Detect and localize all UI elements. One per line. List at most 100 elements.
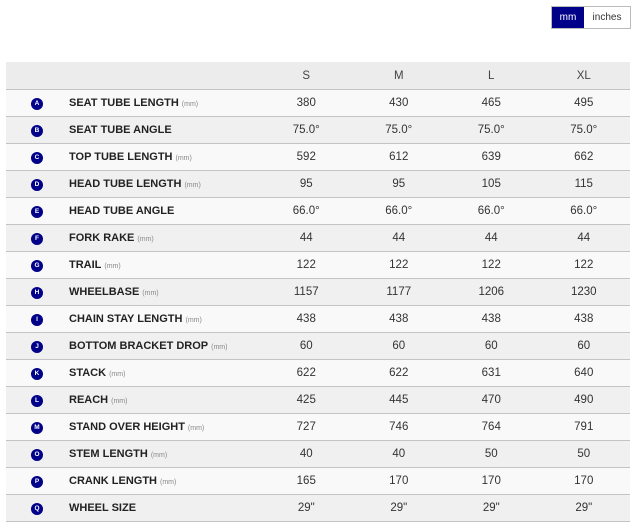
label-text: HEAD TUBE LENGTH — [69, 178, 182, 190]
value-cell: 612 — [352, 143, 445, 171]
value-cell: 115 — [537, 170, 630, 198]
value-cell: 29" — [260, 494, 353, 522]
value-cell: 29" — [537, 494, 630, 522]
value-cell: 40 — [352, 440, 445, 468]
value-cell: 66.0° — [260, 197, 353, 225]
value-cell: 75.0° — [445, 116, 538, 144]
letter-cell: Q — [6, 494, 68, 522]
letter-badge: A — [31, 98, 43, 110]
value-cell: 438 — [537, 305, 630, 333]
letter-cell: O — [6, 440, 68, 468]
unit-text: (mm) — [111, 398, 128, 405]
value-cell: 66.0° — [352, 197, 445, 225]
measurement-label: SEAT TUBE ANGLE — [68, 116, 260, 144]
label-text: WHEELBASE — [69, 286, 140, 298]
label-text: SEAT TUBE ANGLE — [69, 124, 172, 136]
value-cell: 60 — [260, 332, 353, 360]
letter-badge: Q — [31, 503, 43, 515]
value-cell: 50 — [537, 440, 630, 468]
value-cell: 639 — [445, 143, 538, 171]
label-text: TRAIL — [69, 259, 102, 271]
value-cell: 631 — [445, 359, 538, 387]
unit-text: (mm) — [109, 371, 126, 378]
value-cell: 438 — [352, 305, 445, 333]
letter-cell: F — [6, 224, 68, 252]
label-text: BOTTOM BRACKET DROP — [69, 340, 209, 352]
value-cell: 60 — [445, 332, 538, 360]
letter-cell: G — [6, 251, 68, 279]
value-cell: 40 — [260, 440, 353, 468]
letter-cell: J — [6, 332, 68, 360]
value-cell: 95 — [352, 170, 445, 198]
unit-text: (mm) — [187, 425, 205, 432]
table-row: M STAND OVER HEIGHT (mm) 727 746 764 791 — [6, 413, 630, 441]
value-cell: 791 — [537, 413, 630, 441]
value-cell: 122 — [260, 251, 353, 279]
table-row: G TRAIL (mm) 122 122 122 122 — [6, 251, 630, 279]
letter-cell: A — [6, 89, 68, 117]
label-text: STEM LENGTH — [69, 448, 148, 460]
letter-cell: M — [6, 413, 68, 441]
value-cell: 430 — [352, 89, 445, 117]
value-cell: 75.0° — [352, 116, 445, 144]
letter-badge: L — [31, 395, 43, 407]
value-cell: 105 — [445, 170, 538, 198]
letter-badge: C — [31, 152, 43, 164]
value-cell: 727 — [260, 413, 353, 441]
table-row: I CHAIN STAY LENGTH (mm) 438 438 438 438 — [6, 305, 630, 333]
letter-badge: J — [31, 341, 43, 353]
unit-text: (mm) — [150, 452, 168, 459]
value-cell: 640 — [537, 359, 630, 387]
size-header-m: M — [352, 62, 445, 90]
measurement-label: STACK (mm) — [68, 359, 260, 387]
value-cell: 66.0° — [445, 197, 538, 225]
value-cell: 122 — [445, 251, 538, 279]
letter-cell: H — [6, 278, 68, 306]
value-cell: 490 — [537, 386, 630, 414]
size-header-s: S — [260, 62, 353, 90]
table-row: J BOTTOM BRACKET DROP (mm) 60 60 60 60 — [6, 332, 630, 360]
value-cell: 170 — [352, 467, 445, 495]
value-cell: 445 — [352, 386, 445, 414]
letter-badge: D — [31, 179, 43, 191]
letter-badge: H — [31, 287, 43, 299]
unit-text: (mm) — [175, 155, 192, 162]
letter-badge: G — [31, 260, 43, 272]
measurement-label: STAND OVER HEIGHT (mm) — [68, 413, 260, 441]
letter-badge: M — [31, 422, 43, 434]
value-cell: 122 — [352, 251, 445, 279]
value-cell: 438 — [260, 305, 353, 333]
inches-button[interactable]: inches — [584, 7, 630, 28]
header-empty — [68, 62, 260, 90]
value-cell: 44 — [445, 224, 538, 252]
letter-badge: I — [31, 314, 43, 326]
table-row: A SEAT TUBE LENGTH (mm) 380 430 465 495 — [6, 89, 630, 117]
table-row: H WHEELBASE (mm) 1157 1177 1206 1230 — [6, 278, 630, 306]
value-cell: 50 — [445, 440, 538, 468]
measurement-label: TRAIL (mm) — [68, 251, 260, 279]
letter-cell: K — [6, 359, 68, 387]
label-text: STACK — [69, 367, 107, 379]
mm-button[interactable]: mm — [552, 7, 584, 28]
table-row: E HEAD TUBE ANGLE 66.0° 66.0° 66.0° 66.0° — [6, 197, 630, 225]
measurement-label: HEAD TUBE LENGTH (mm) — [68, 170, 260, 198]
table-row: P CRANK LENGTH (mm) 165 170 170 170 — [6, 467, 630, 495]
value-cell: 1230 — [537, 278, 630, 306]
value-cell: 60 — [537, 332, 630, 360]
measurement-label: REACH (mm) — [68, 386, 260, 414]
measurement-label: HEAD TUBE ANGLE — [68, 197, 260, 225]
measurement-label: SEAT TUBE LENGTH (mm) — [68, 89, 260, 117]
value-cell: 746 — [352, 413, 445, 441]
value-cell: 622 — [260, 359, 353, 387]
value-cell: 29" — [352, 494, 445, 522]
value-cell: 165 — [260, 467, 353, 495]
letter-badge: K — [31, 368, 43, 380]
letter-cell: E — [6, 197, 68, 225]
value-cell: 592 — [260, 143, 353, 171]
units-toggle: mm inches — [551, 6, 631, 29]
label-text: HEAD TUBE ANGLE — [69, 205, 175, 217]
value-cell: 380 — [260, 89, 353, 117]
measurement-label: WHEEL SIZE — [68, 494, 260, 522]
value-cell: 75.0° — [537, 116, 630, 144]
unit-text: (mm) — [185, 317, 202, 324]
